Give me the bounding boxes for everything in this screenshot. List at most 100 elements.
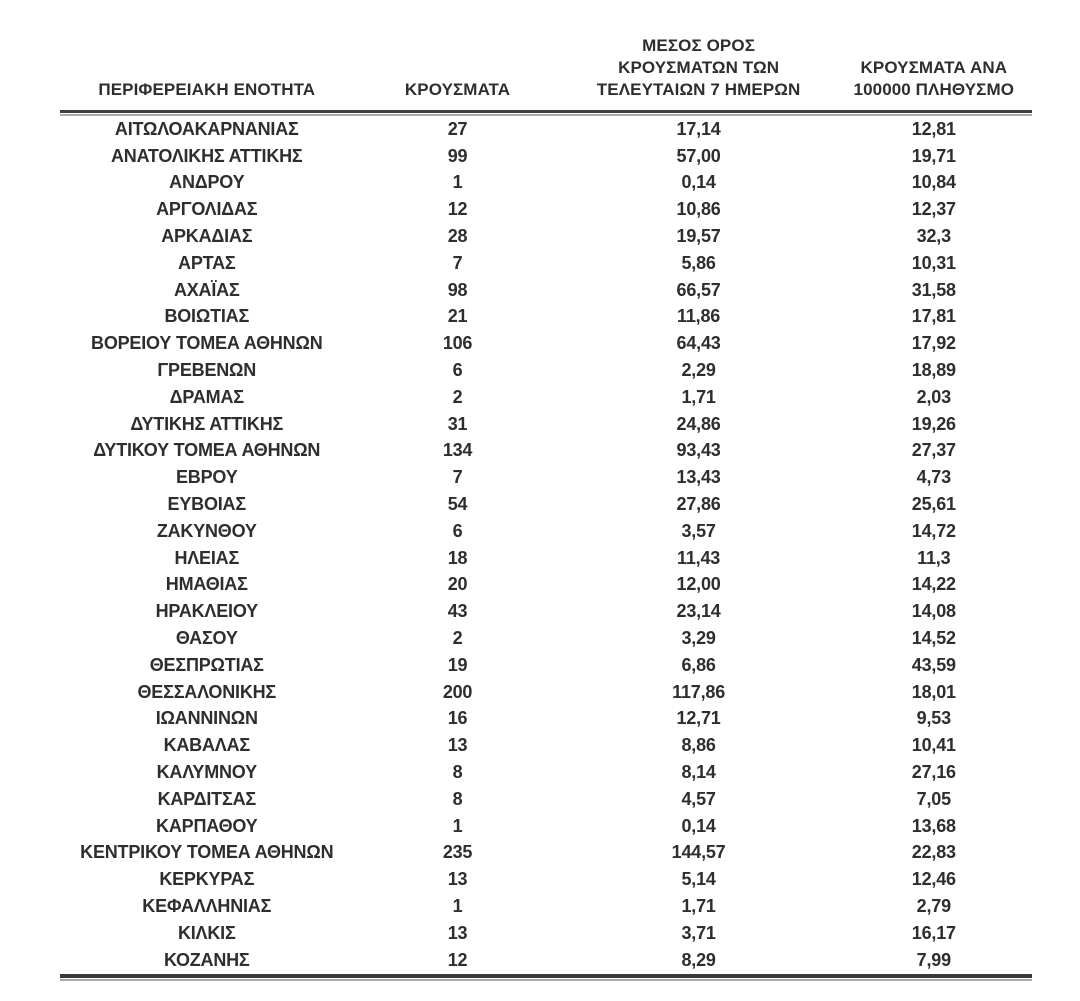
cell-regional-unit: ΚΕΡΚΥΡΑΣ — [159, 869, 255, 890]
cell-avg-cases-7-days: 117,86 — [672, 681, 726, 702]
cell-avg-cases-7-days: 11,43 — [677, 547, 721, 568]
cell-cases: 31 — [447, 413, 468, 434]
cell-regional-unit: ΑΝΑΤΟΛΙΚΗΣ ΑΤΤΙΚΗΣ — [111, 145, 303, 166]
table-row: ΔΥΤΙΚΟΥ ΤΟΜΕΑ ΑΘΗΝΩΝ 134 93,43 27,37 — [60, 438, 1032, 465]
cell-avg-cases-7-days: 24,86 — [676, 413, 721, 434]
cell-cases: 54 — [447, 494, 468, 515]
cell-cases-per-100k: 10,31 — [911, 252, 956, 273]
table-row: ΕΥΒΟΙΑΣ 54 27,86 25,61 — [60, 491, 1032, 518]
cell-regional-unit: ΓΡΕΒΕΝΩΝ — [157, 360, 257, 381]
cell-regional-unit: ΚΑΡΔΙΤΣΑΣ — [157, 788, 257, 809]
table-row: ΚΕΡΚΥΡΑΣ 13 5,14 12,46 — [60, 866, 1032, 893]
cell-cases: 7 — [452, 252, 463, 273]
cell-cases-per-100k: 2,79 — [916, 896, 951, 916]
header-line: 100000 ΠΛΗΘΥΣΜΟ — [853, 80, 1015, 99]
cell-avg-cases-7-days: 10,86 — [676, 199, 721, 220]
cell-cases: 99 — [447, 145, 468, 166]
cell-avg-cases-7-days: 0,14 — [681, 815, 716, 836]
cell-regional-unit: ΑΡΚΑΔΙΑΣ — [161, 226, 253, 247]
cell-cases-per-100k: 10,41 — [911, 735, 956, 756]
cell-cases: 20 — [447, 574, 468, 595]
cell-cases-per-100k: 31,58 — [911, 279, 956, 300]
table-row: ΑΝΔΡΟΥ 1 0,14 10,84 — [60, 170, 1032, 197]
cell-regional-unit: ΑΡΤΑΣ — [178, 252, 236, 273]
table-row: ΚΕΦΑΛΛΗΝΙΑΣ 1 1,71 2,79 — [60, 893, 1032, 920]
cell-avg-cases-7-days: 57,00 — [676, 145, 721, 166]
table-row: ΘΕΣΠΡΩΤΙΑΣ 19 6,86 43,59 — [60, 652, 1032, 679]
cell-avg-cases-7-days: 11,86 — [677, 306, 721, 327]
bottom-divider-rule — [60, 973, 1032, 981]
cell-avg-cases-7-days: 19,57 — [676, 226, 721, 247]
cell-cases: 1 — [452, 896, 463, 916]
cell-cases: 8 — [452, 788, 463, 809]
cell-avg-cases-7-days: 13,43 — [676, 467, 721, 488]
cell-cases-per-100k: 10,84 — [911, 172, 956, 193]
table-row: ΚΑΛΥΜΝΟΥ 8 8,14 27,16 — [60, 759, 1032, 786]
header-line: ΠΕΡΙΦΕΡΕΙΑΚΗ ΕΝΟΤΗΤΑ — [98, 80, 316, 99]
cell-regional-unit: ΑΧΑΪΑΣ — [173, 279, 240, 300]
cell-regional-unit: ΚΑΛΥΜΝΟΥ — [156, 762, 257, 783]
cell-cases-per-100k: 22,83 — [911, 842, 956, 863]
cell-cases-per-100k: 19,26 — [911, 413, 956, 434]
cell-avg-cases-7-days: 5,14 — [681, 869, 716, 890]
cell-cases-per-100k: 14,08 — [911, 601, 956, 622]
cell-regional-unit: ΙΩΑΝΝΙΝΩΝ — [155, 708, 258, 729]
table-row: ΕΒΡΟΥ 7 13,43 4,73 — [60, 464, 1032, 491]
cell-cases: 6 — [452, 360, 463, 381]
cell-cases-per-100k: 12,46 — [911, 869, 956, 890]
header-line: ΚΡΟΥΣΜΑΤΑ ΑΝΑ — [860, 58, 1008, 77]
cell-regional-unit: ΑΡΓΟΛΙΔΑΣ — [156, 199, 258, 220]
cell-cases-per-100k: 25,61 — [911, 494, 956, 515]
table-row: ΑΡΤΑΣ 7 5,86 10,31 — [60, 250, 1032, 277]
cell-avg-cases-7-days: 8,86 — [681, 735, 716, 756]
cell-cases: 6 — [452, 520, 463, 541]
cell-cases-per-100k: 13,68 — [911, 815, 956, 836]
cell-regional-unit: ΔΥΤΙΚΟΥ ΤΟΜΕΑ ΑΘΗΝΩΝ — [93, 440, 321, 461]
cell-cases-per-100k: 43,59 — [911, 654, 956, 675]
cell-avg-cases-7-days: 1,71 — [681, 896, 716, 916]
table-row: ΓΡΕΒΕΝΩΝ 6 2,29 18,89 — [60, 357, 1032, 384]
cell-cases-per-100k: 32,3 — [916, 226, 951, 247]
cell-regional-unit: ΗΡΑΚΛΕΙΟΥ — [155, 601, 259, 622]
table-row: ΚΑΡΠΑΘΟΥ 1 0,14 13,68 — [60, 813, 1032, 840]
cell-cases: 19 — [447, 654, 468, 675]
cell-avg-cases-7-days: 3,71 — [681, 922, 716, 943]
cell-cases-per-100k: 14,52 — [911, 628, 956, 649]
cell-regional-unit: ΚΕΦΑΛΛΗΝΙΑΣ — [142, 896, 272, 916]
cell-cases: 1 — [452, 172, 463, 193]
cell-regional-unit: ΑΝΔΡΟΥ — [169, 172, 245, 193]
table-row: ΑΡΓΟΛΙΔΑΣ 12 10,86 12,37 — [60, 196, 1032, 223]
header-line: ΚΡΟΥΣΜΑΤΑ — [404, 80, 511, 99]
table-row: ΔΥΤΙΚΗΣ ΑΤΤΙΚΗΣ 31 24,86 19,26 — [60, 411, 1032, 438]
cell-cases: 98 — [447, 279, 468, 300]
table-row: ΚΑΒΑΛΑΣ 13 8,86 10,41 — [60, 732, 1032, 759]
cell-regional-unit: ΘΕΣΣΑΛΟΝΙΚΗΣ — [137, 681, 277, 702]
cell-avg-cases-7-days: 64,43 — [676, 333, 721, 354]
cell-cases-per-100k: 12,81 — [911, 118, 956, 139]
cell-avg-cases-7-days: 17,14 — [676, 118, 721, 139]
cell-avg-cases-7-days: 4,57 — [681, 788, 716, 809]
cell-cases-per-100k: 7,05 — [916, 788, 951, 809]
cell-regional-unit: ΗΛΕΙΑΣ — [174, 547, 240, 568]
table-header-row: ΠΕΡΙΦΕΡΕΙΑΚΗ ΕΝΟΤΗΤΑ ΚΡΟΥΣΜΑΤΑ ΜΕΣΟΣ ΟΡΟ… — [60, 35, 1032, 110]
cell-cases-per-100k: 27,16 — [911, 762, 956, 783]
cell-cases: 134 — [442, 440, 473, 461]
table-row: ΔΡΑΜΑΣ 2 1,71 2,03 — [60, 384, 1032, 411]
cell-cases: 13 — [447, 869, 468, 890]
cell-cases: 27 — [447, 118, 468, 139]
table-row: ΚΟΖΑΝΗΣ 12 8,29 7,99 — [60, 947, 1032, 974]
cell-cases-per-100k: 7,99 — [916, 949, 951, 970]
header-line: ΜΕΣΟΣ ΟΡΟΣ — [642, 36, 755, 55]
cell-regional-unit: ΔΥΤΙΚΗΣ ΑΤΤΙΚΗΣ — [130, 413, 284, 434]
cell-cases-per-100k: 16,17 — [911, 922, 956, 943]
cell-avg-cases-7-days: 6,86 — [681, 654, 716, 675]
cell-avg-cases-7-days: 8,14 — [681, 762, 716, 783]
cell-regional-unit: ΚΙΛΚΙΣ — [177, 922, 236, 943]
cell-cases-per-100k: 11,3 — [917, 547, 951, 568]
table-row: ΙΩΑΝΝΙΝΩΝ 16 12,71 9,53 — [60, 706, 1032, 733]
cell-regional-unit: ΘΕΣΠΡΩΤΙΑΣ — [149, 654, 264, 675]
cell-regional-unit: ΕΥΒΟΙΑΣ — [167, 494, 247, 515]
cell-cases-per-100k: 19,71 — [911, 145, 956, 166]
cell-avg-cases-7-days: 27,86 — [676, 494, 721, 515]
cell-avg-cases-7-days: 12,00 — [676, 574, 721, 595]
